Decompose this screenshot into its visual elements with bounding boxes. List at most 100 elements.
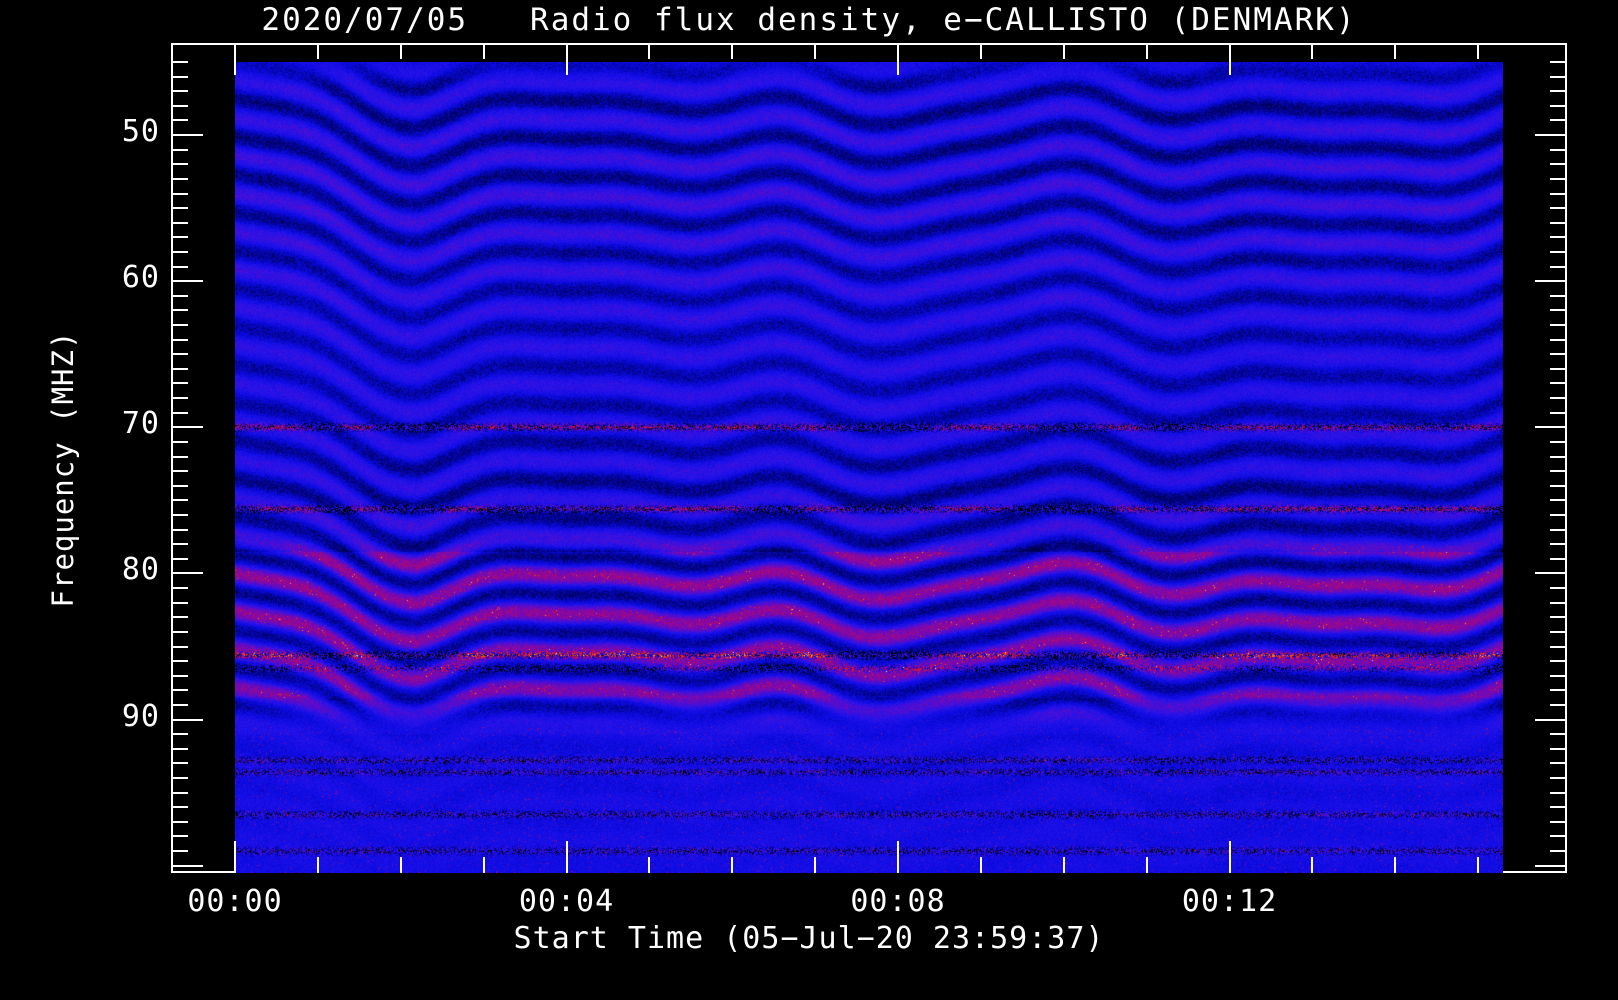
y-tick-right-91 <box>1550 733 1567 735</box>
x-tick-1 <box>317 857 319 873</box>
y-tick-right-68 <box>1550 397 1567 399</box>
y-tick-85 <box>171 646 188 648</box>
y-tick-right-72 <box>1550 456 1567 458</box>
x-tick-top-13 <box>1311 43 1313 59</box>
y-tick-right-61 <box>1550 295 1567 297</box>
y-tick-50 <box>171 134 203 136</box>
y-tick-right-86 <box>1550 660 1567 662</box>
x-tick-7 <box>814 857 816 873</box>
y-tick-68 <box>171 397 188 399</box>
y-tick-right-67 <box>1550 382 1567 384</box>
x-tick-top-2 <box>400 43 402 59</box>
x-tick-top-5 <box>648 43 650 59</box>
y-tick-right-79 <box>1550 558 1567 560</box>
x-tick-15 <box>1477 857 1479 873</box>
y-tick-right-57 <box>1550 236 1567 238</box>
x-tick-label-00-12: 00:12 <box>1181 884 1278 919</box>
x-tick-top-14 <box>1394 43 1396 59</box>
x-tick-6 <box>731 857 733 873</box>
x-tick-top-1 <box>317 43 319 59</box>
y-tick-98 <box>171 835 188 837</box>
y-tick-right-66 <box>1550 368 1567 370</box>
x-tick-top-11 <box>1146 43 1148 59</box>
y-tick-right-54 <box>1550 193 1567 195</box>
y-tick-57 <box>171 236 188 238</box>
y-tick-right-88 <box>1550 689 1567 691</box>
y-tick-right-60 <box>1535 280 1567 282</box>
y-tick-right-49 <box>1550 119 1567 121</box>
y-tick-right-75 <box>1550 499 1567 501</box>
y-tick-87 <box>171 675 188 677</box>
y-tick-right-53 <box>1550 178 1567 180</box>
figure-title: 2020/07/05 Radio flux density, e−CALLIST… <box>261 2 1357 38</box>
y-tick-right-45 <box>1550 61 1567 63</box>
y-tick-77 <box>171 529 188 531</box>
y-tick-71 <box>171 441 188 443</box>
x-tick-0 <box>234 841 236 873</box>
y-tick-73 <box>171 470 188 472</box>
y-tick-80 <box>171 572 203 574</box>
y-tick-right-87 <box>1550 675 1567 677</box>
y-tick-label-70: 70 <box>121 406 160 442</box>
y-tick-69 <box>171 412 188 414</box>
x-tick-10 <box>1063 857 1065 873</box>
y-tick-92 <box>171 748 188 750</box>
y-tick-100 <box>171 865 203 867</box>
y-tick-54 <box>171 193 188 195</box>
y-tick-60 <box>171 280 203 282</box>
y-tick-right-80 <box>1535 572 1567 574</box>
y-tick-94 <box>171 777 188 779</box>
y-tick-46 <box>171 76 188 78</box>
y-tick-61 <box>171 295 188 297</box>
x-tick-top-0 <box>234 43 236 75</box>
y-tick-right-85 <box>1550 646 1567 648</box>
y-tick-right-83 <box>1550 616 1567 618</box>
x-tick-label-00-04: 00:04 <box>518 884 615 919</box>
y-tick-right-63 <box>1550 324 1567 326</box>
y-tick-right-48 <box>1550 105 1567 107</box>
y-tick-right-98 <box>1550 835 1567 837</box>
x-tick-11 <box>1146 857 1148 873</box>
y-tick-89 <box>171 704 188 706</box>
x-tick-3 <box>483 857 485 873</box>
y-tick-right-51 <box>1550 149 1567 151</box>
x-tick-label-00-00: 00:00 <box>187 884 283 919</box>
y-tick-86 <box>171 660 188 662</box>
y-tick-75 <box>171 499 188 501</box>
y-tick-59 <box>171 266 188 268</box>
y-tick-72 <box>171 456 188 458</box>
y-tick-right-77 <box>1550 529 1567 531</box>
spectrogram-image <box>235 62 1503 873</box>
y-tick-76 <box>171 514 188 516</box>
x-tick-top-3 <box>483 43 485 59</box>
y-tick-right-70 <box>1535 426 1567 428</box>
y-tick-93 <box>171 762 188 764</box>
y-tick-right-55 <box>1550 207 1567 209</box>
y-tick-62 <box>171 309 188 311</box>
y-tick-84 <box>171 631 188 633</box>
y-tick-81 <box>171 587 188 589</box>
y-tick-right-58 <box>1550 251 1567 253</box>
y-tick-right-59 <box>1550 266 1567 268</box>
x-tick-label-00-08: 00:08 <box>850 884 946 919</box>
y-tick-right-50 <box>1535 134 1567 136</box>
x-tick-top-10 <box>1063 43 1065 59</box>
y-tick-right-82 <box>1550 602 1567 604</box>
x-tick-2 <box>400 857 402 873</box>
y-tick-99 <box>171 850 188 852</box>
y-tick-58 <box>171 251 188 253</box>
x-tick-top-12 <box>1229 43 1231 75</box>
x-tick-12 <box>1229 841 1231 873</box>
y-tick-right-46 <box>1550 76 1567 78</box>
x-tick-13 <box>1311 857 1313 873</box>
y-tick-47 <box>171 90 188 92</box>
x-tick-8 <box>897 841 899 873</box>
y-tick-right-52 <box>1550 163 1567 165</box>
x-tick-top-8 <box>897 43 899 75</box>
spectrogram-plot-area <box>235 62 1503 873</box>
y-tick-91 <box>171 733 188 735</box>
y-tick-right-81 <box>1550 587 1567 589</box>
y-tick-52 <box>171 163 188 165</box>
x-tick-top-7 <box>814 43 816 59</box>
